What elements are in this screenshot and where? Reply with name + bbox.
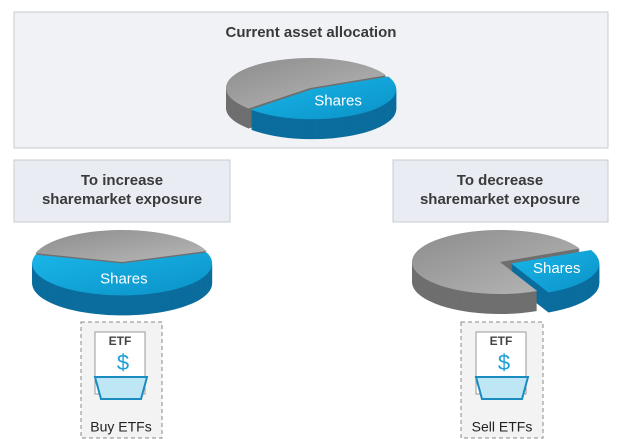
buy-icon: ETF $ Buy ETFs [80, 321, 163, 439]
sell-icon: ETF $ Sell ETFs [460, 321, 544, 439]
slice-label: Shares [314, 93, 362, 110]
icon-symbol: $ [117, 350, 129, 375]
increase-box [13, 159, 231, 223]
increase-title: To increase sharemarket exposure [42, 172, 202, 208]
pie-slice-other [35, 230, 207, 262]
decrease-title: To decrease sharemarket exposure [420, 172, 580, 208]
icon-label: ETF [490, 334, 513, 348]
icon-symbol: $ [498, 350, 510, 375]
title: Current asset allocation [226, 24, 397, 41]
icon-label: ETF [109, 334, 132, 348]
decrease-box [392, 159, 609, 223]
pie-slice-shares [250, 76, 397, 120]
pie-slice-other [412, 230, 580, 294]
slice-label: Shares [100, 270, 148, 287]
action: Buy ETFs [90, 419, 151, 435]
slice-label: Shares [533, 260, 581, 277]
pie-slice-shares [511, 249, 600, 293]
pie-slice-other [226, 58, 387, 109]
pie-slice-shares [32, 252, 213, 296]
action: Sell ETFs [472, 419, 533, 435]
